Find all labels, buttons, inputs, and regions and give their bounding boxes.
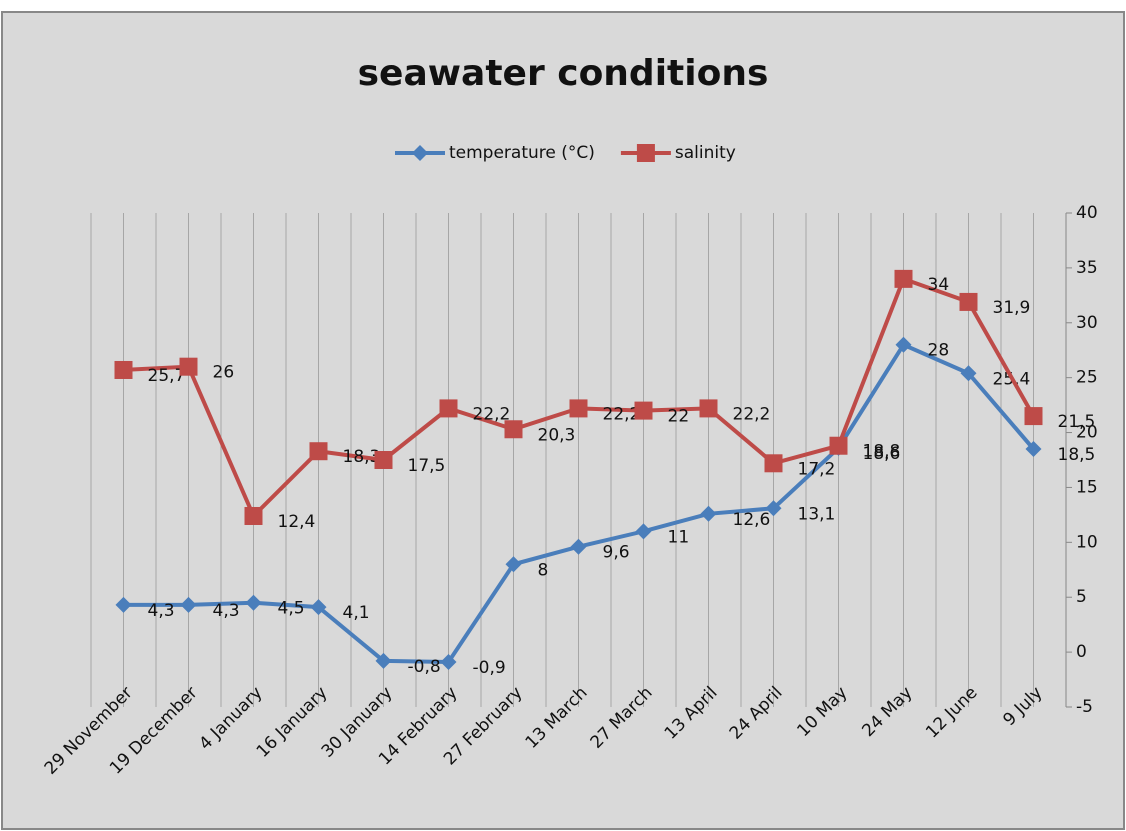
marker — [115, 596, 132, 613]
data-label: 18,5 — [1058, 445, 1096, 465]
marker — [505, 556, 522, 573]
data-label: 4,3 — [148, 601, 175, 621]
marker — [309, 442, 328, 461]
y-tick-label: 10 — [1076, 532, 1098, 552]
marker — [114, 360, 133, 379]
data-label: 18,3 — [343, 447, 381, 467]
marker — [570, 538, 587, 555]
marker — [1025, 441, 1042, 458]
chart-title: seawater conditions — [358, 53, 769, 94]
data-label: 21,5 — [1058, 412, 1096, 432]
legend-label: temperature (°C) — [449, 143, 595, 163]
marker — [959, 292, 978, 311]
data-label: 25,7 — [148, 366, 186, 386]
data-label: 13,1 — [798, 504, 836, 524]
y-tick-label: 30 — [1076, 313, 1098, 333]
y-tick-label: 0 — [1076, 642, 1087, 662]
marker — [960, 365, 977, 382]
marker — [374, 451, 393, 469]
legend-label: salinity — [675, 143, 736, 163]
marker — [310, 599, 327, 616]
marker — [895, 336, 912, 353]
marker — [439, 399, 458, 418]
data-label: 22,2 — [473, 404, 511, 424]
marker — [504, 420, 523, 439]
y-tick-label: -5 — [1076, 697, 1093, 717]
data-label: 17,2 — [798, 459, 836, 479]
marker — [245, 594, 262, 611]
marker — [894, 269, 913, 288]
marker — [244, 506, 263, 525]
marker — [635, 523, 652, 540]
data-label: 22,2 — [603, 404, 641, 424]
y-tick-label: 15 — [1076, 477, 1098, 497]
y-tick-label: 40 — [1076, 203, 1098, 223]
data-label: 9,6 — [603, 543, 630, 563]
marker — [699, 399, 718, 418]
marker — [634, 401, 653, 420]
data-label: 22,2 — [733, 404, 771, 424]
data-label: 28 — [928, 341, 950, 361]
y-tick-label: 20 — [1076, 423, 1098, 443]
data-label: 17,5 — [408, 456, 446, 476]
marker — [375, 652, 392, 669]
data-label: 4,1 — [343, 603, 370, 623]
legend-marker — [412, 145, 428, 161]
data-label: 12,6 — [733, 510, 771, 530]
data-label: 4,3 — [213, 601, 240, 621]
data-label: 26 — [213, 363, 235, 383]
marker — [700, 505, 717, 522]
data-label: -0,9 — [473, 658, 506, 678]
data-label: 11 — [668, 527, 690, 547]
data-label: -0,8 — [408, 657, 441, 677]
data-label: 8 — [538, 560, 549, 580]
marker — [765, 500, 782, 517]
marker — [179, 357, 198, 376]
y-tick-label: 35 — [1076, 258, 1098, 278]
data-label: 4,5 — [278, 599, 305, 619]
data-label: 20,3 — [538, 425, 576, 445]
data-label: 12,4 — [278, 512, 316, 532]
y-tick-label: 25 — [1076, 368, 1098, 388]
marker — [829, 436, 848, 455]
marker — [440, 653, 457, 670]
data-label: 22 — [668, 407, 690, 427]
marker — [764, 454, 783, 473]
marker — [180, 596, 197, 613]
legend-marker — [636, 144, 655, 162]
data-label: 18,6 — [863, 444, 901, 464]
marker — [1024, 407, 1043, 426]
y-tick-label: 5 — [1076, 587, 1087, 607]
data-label: 31,9 — [993, 298, 1031, 318]
data-label: 34 — [928, 275, 950, 295]
data-label: 18,8 — [863, 442, 901, 462]
marker — [569, 399, 588, 418]
